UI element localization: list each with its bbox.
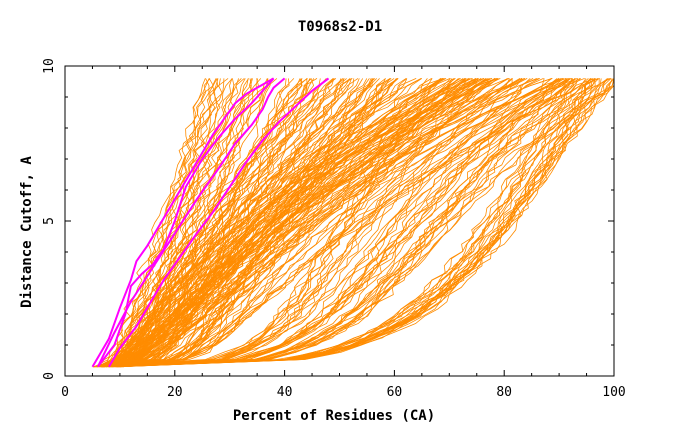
model-curve bbox=[109, 78, 206, 367]
y-axis-label: Distance Cutoff, A bbox=[19, 156, 35, 308]
model-curve bbox=[122, 78, 347, 367]
model-curve bbox=[108, 78, 225, 367]
model-curve bbox=[101, 78, 510, 368]
model-curve bbox=[120, 78, 570, 368]
model-curve bbox=[117, 78, 476, 368]
model-curve bbox=[101, 78, 368, 368]
model-curve bbox=[119, 78, 312, 367]
model-curve bbox=[119, 78, 467, 368]
highlight-curve-model-4 bbox=[96, 77, 286, 368]
model-curve bbox=[103, 78, 611, 368]
x-tick-label: 0 bbox=[61, 385, 69, 400]
y-tick-label: 0 bbox=[42, 372, 57, 380]
model-curve bbox=[119, 78, 575, 368]
model-curve bbox=[106, 78, 544, 368]
model-curve bbox=[98, 78, 218, 368]
x-axis-label: Percent of Residues (CA) bbox=[233, 408, 435, 424]
model-curve bbox=[114, 78, 451, 368]
highlight-curve-model-2 bbox=[108, 77, 330, 368]
model-curve bbox=[103, 78, 602, 368]
model-curve bbox=[118, 78, 497, 368]
model-curve bbox=[93, 78, 344, 368]
model-curve bbox=[116, 78, 564, 368]
model-curve bbox=[95, 78, 569, 368]
model-curve bbox=[100, 78, 528, 368]
model-curve bbox=[103, 78, 585, 368]
x-tick-label: 80 bbox=[496, 385, 512, 400]
model-curve bbox=[103, 78, 490, 368]
model-curve bbox=[95, 78, 473, 368]
model-curve bbox=[102, 78, 525, 368]
highlight-curve-model-3 bbox=[91, 77, 275, 368]
model-curve bbox=[103, 78, 587, 368]
y-tick-label: 5 bbox=[42, 217, 57, 225]
model-curve bbox=[108, 78, 565, 368]
model-curve bbox=[114, 78, 308, 368]
highlight-curve-model-1 bbox=[97, 77, 275, 368]
model-curve bbox=[94, 78, 534, 368]
model-curve bbox=[93, 78, 447, 368]
model-curve bbox=[108, 78, 337, 368]
model-curve bbox=[118, 78, 571, 368]
model-curve bbox=[118, 78, 592, 368]
model-curve bbox=[105, 78, 495, 368]
model-curve bbox=[122, 78, 259, 368]
model-curve bbox=[104, 78, 268, 368]
model-curve bbox=[97, 78, 444, 368]
x-tick-label: 40 bbox=[277, 385, 293, 400]
model-curve bbox=[114, 78, 451, 368]
model-curve bbox=[96, 78, 537, 368]
model-curve bbox=[111, 78, 545, 368]
model-curve bbox=[108, 78, 478, 368]
model-curve bbox=[120, 78, 539, 368]
model-curve bbox=[101, 78, 492, 368]
model-curve bbox=[102, 78, 567, 368]
model-curve bbox=[111, 78, 470, 368]
model-curve bbox=[108, 78, 615, 368]
model-curve bbox=[97, 78, 392, 368]
model-curve bbox=[115, 78, 219, 367]
model-curve bbox=[95, 78, 253, 368]
model-curve bbox=[111, 78, 553, 368]
x-tick-label: 60 bbox=[387, 385, 403, 400]
model-curve bbox=[102, 78, 571, 368]
model-curve bbox=[99, 78, 560, 368]
model-curve bbox=[111, 78, 433, 368]
model-curve bbox=[100, 78, 229, 368]
model-curve bbox=[119, 78, 561, 368]
model-curve bbox=[103, 78, 233, 368]
model-curve bbox=[117, 78, 576, 368]
y-tick-label: 10 bbox=[42, 58, 57, 74]
model-curve bbox=[109, 78, 445, 368]
model-curve bbox=[93, 78, 560, 368]
model-curve bbox=[118, 78, 246, 367]
model-curve bbox=[118, 78, 477, 368]
model-curve bbox=[115, 78, 540, 368]
model-curve bbox=[119, 78, 370, 368]
model-curve bbox=[109, 78, 523, 368]
model-curve bbox=[120, 78, 455, 368]
model-curve bbox=[101, 78, 513, 368]
model-curve bbox=[121, 78, 373, 368]
model-curve bbox=[117, 78, 422, 367]
x-tick-label: 100 bbox=[602, 385, 625, 400]
model-curve bbox=[122, 78, 573, 368]
axes: 0 20 40 60 80 100 0 5 10 bbox=[42, 58, 626, 400]
model-curve bbox=[111, 78, 460, 368]
chart-title: T0968s2-D1 bbox=[298, 19, 382, 35]
x-tick-label: 20 bbox=[167, 385, 183, 400]
model-curve bbox=[118, 78, 422, 368]
model-curve bbox=[107, 78, 482, 368]
model-curve bbox=[104, 78, 335, 368]
plot-lines bbox=[91, 77, 615, 368]
model-curve bbox=[115, 78, 591, 368]
